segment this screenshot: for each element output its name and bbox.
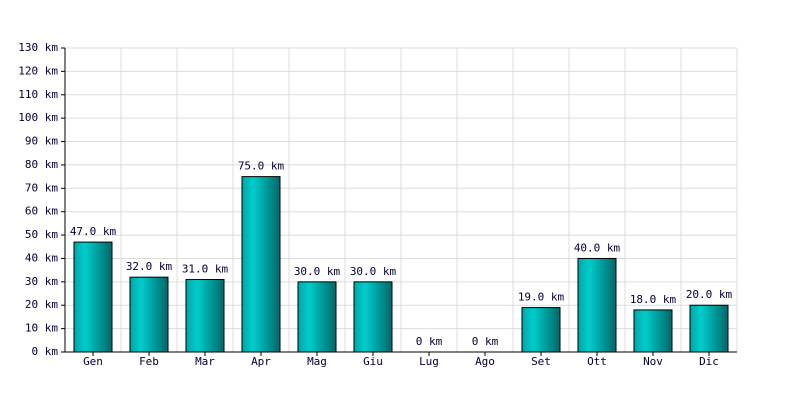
y-tick-label: 60 km: [25, 205, 58, 218]
y-tick-label: 40 km: [25, 251, 58, 264]
bar: [73, 241, 113, 353]
value-label: 32.0 km: [126, 260, 173, 273]
value-label: 0 km: [472, 335, 499, 348]
bar: [129, 276, 169, 353]
y-tick-label: 100 km: [18, 111, 58, 124]
bar: [241, 176, 281, 353]
y-tick-label: 110 km: [18, 88, 58, 101]
value-label: 75.0 km: [238, 160, 285, 173]
x-tick-label: Mar: [195, 355, 215, 368]
bar: [521, 307, 561, 353]
x-tick-label: Feb: [139, 355, 159, 368]
y-tick-label: 120 km: [18, 64, 58, 77]
x-tick-label: Ago: [475, 355, 495, 368]
value-label: 47.0 km: [70, 225, 117, 238]
bar: [689, 304, 729, 353]
x-tick-label: Ott: [587, 355, 607, 368]
y-tick-label: 10 km: [25, 322, 58, 335]
bar: [297, 281, 337, 353]
bar: [185, 279, 225, 353]
y-tick-label: 50 km: [25, 228, 58, 241]
x-tick-label: Lug: [419, 355, 439, 368]
y-tick-label: 90 km: [25, 135, 58, 148]
value-label: 30.0 km: [350, 265, 397, 278]
x-tick-label: Mag: [307, 355, 327, 368]
value-label: 31.0 km: [182, 263, 229, 276]
y-tick-label: 0 km: [32, 345, 59, 358]
y-tick-label: 70 km: [25, 181, 58, 194]
x-tick-label: Giu: [363, 355, 383, 368]
x-tick-label: Set: [531, 355, 551, 368]
bar: [353, 281, 393, 353]
x-tick-label: Nov: [643, 355, 663, 368]
y-tick-label: 30 km: [25, 275, 58, 288]
bar: [633, 309, 673, 353]
value-label: 0 km: [416, 335, 443, 348]
value-label: 30.0 km: [294, 265, 341, 278]
bar: [577, 257, 617, 353]
y-tick-label: 20 km: [25, 298, 58, 311]
y-tick-label: 130 km: [18, 41, 58, 54]
x-tick-label: Dic: [699, 355, 719, 368]
x-tick-label: Apr: [251, 355, 271, 368]
y-tick-label: 80 km: [25, 158, 58, 171]
x-tick-label: Gen: [83, 355, 103, 368]
value-label: 40.0 km: [574, 241, 621, 254]
value-label: 20.0 km: [686, 288, 733, 301]
value-label: 19.0 km: [518, 291, 565, 304]
value-label: 18.0 km: [630, 293, 677, 306]
